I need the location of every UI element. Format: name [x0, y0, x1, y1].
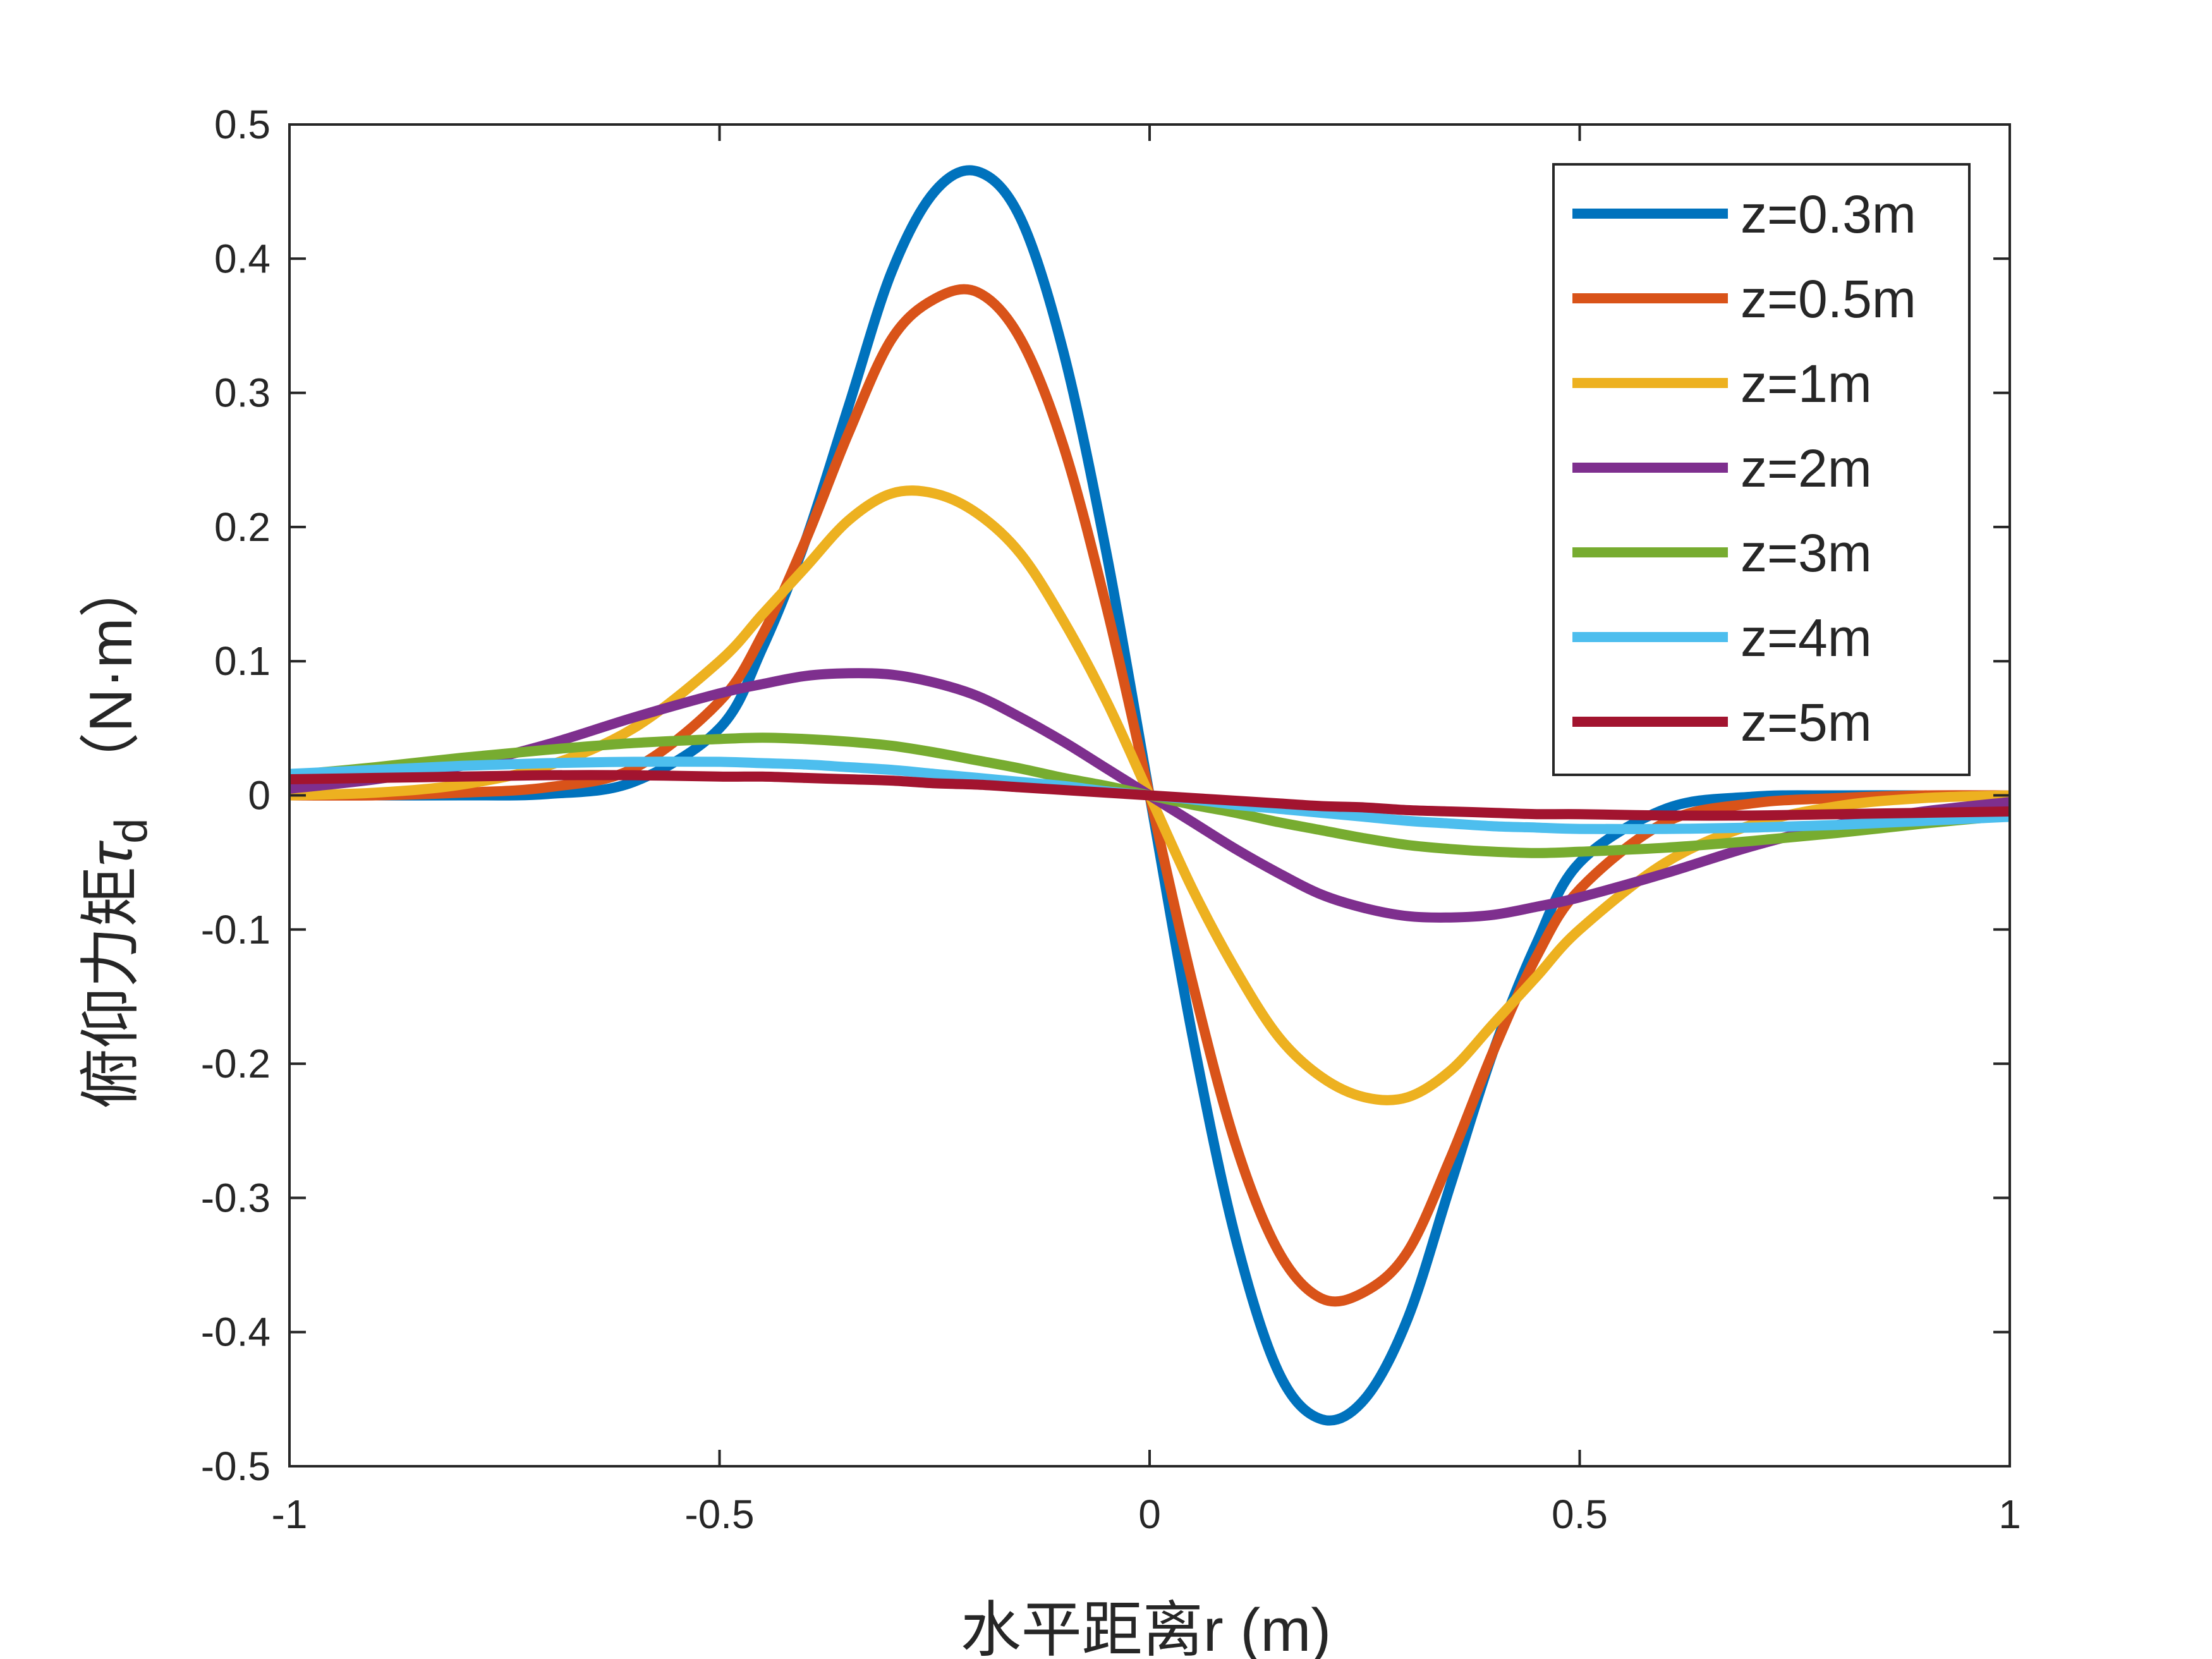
y-axis-title-subscript: d — [106, 818, 157, 844]
x-tick-label: 1 — [1998, 1492, 2021, 1537]
x-tick-label: 0.5 — [1552, 1492, 1608, 1537]
y-tick-label: -0.3 — [201, 1175, 270, 1220]
x-tick-label: -1 — [272, 1492, 308, 1537]
y-tick-label: -0.4 — [201, 1310, 270, 1355]
y-axis-title: 俯仰力矩τd （N·m） — [77, 557, 157, 1109]
series-layer — [289, 165, 2010, 1426]
y-tick-label: 0.4 — [214, 236, 270, 281]
legend-label: z=0.3m — [1741, 185, 1916, 244]
x-axis-title: 水平距离r (m) — [961, 1596, 1332, 1659]
y-tick-label: -0.5 — [201, 1443, 270, 1489]
x-axis: -1 -0.5 0 0.5 1 — [272, 125, 2021, 1537]
y-axis-title-unit: （N·m） — [77, 557, 145, 793]
y-tick-label: 0.2 — [214, 504, 270, 550]
y-tick-label: -0.2 — [201, 1041, 270, 1086]
y-axis-title-main: 俯仰力矩 — [77, 866, 145, 1109]
x-tick-label: -0.5 — [684, 1492, 754, 1537]
legend-label: z=0.5m — [1741, 269, 1916, 329]
y-axis-title-text: 俯仰力矩τd （N·m） — [77, 557, 157, 1109]
y-tick-label: 0 — [248, 773, 270, 818]
y-tick-label: 0.5 — [214, 102, 270, 147]
y-tick-label: 0.3 — [214, 370, 270, 416]
y-tick-label: -0.1 — [201, 907, 270, 952]
x-tick-label: 0 — [1138, 1492, 1161, 1537]
y-axis: 0.5 0.4 0.3 0.2 0.1 0 -0.1 -0.2 -0.3 -0.4 -0.5 — [201, 102, 2010, 1489]
legend-label: z=5m — [1741, 693, 1872, 752]
legend-label: z=1m — [1741, 354, 1872, 413]
y-tick-label: 0.1 — [214, 638, 270, 684]
legend-label: z=4m — [1741, 608, 1872, 667]
series-line-7 — [289, 770, 2010, 821]
y-axis-title-symbol: τ — [77, 841, 145, 866]
legend-label: z=3m — [1741, 523, 1872, 583]
legend-label: z=2m — [1741, 439, 1872, 498]
legend: z=0.3m z=0.5m z=1m z=2m z=3m z=4m z=5m — [1552, 163, 1971, 776]
